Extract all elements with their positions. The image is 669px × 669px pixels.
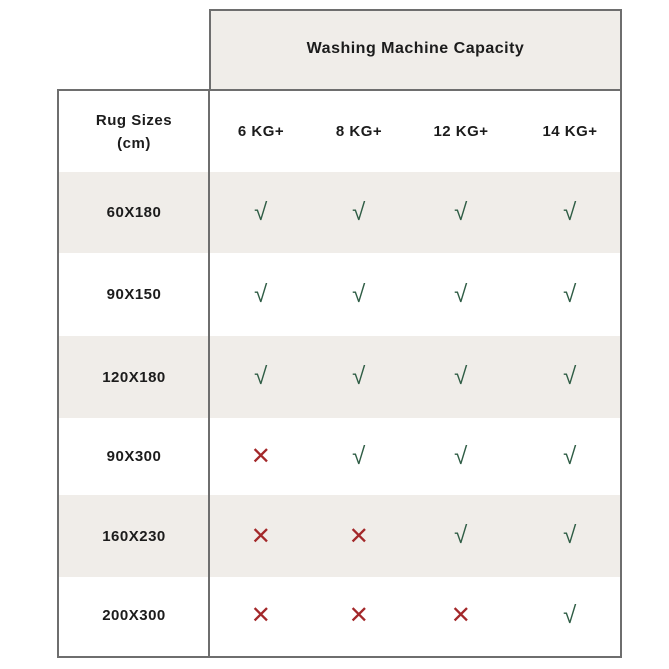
column-divider <box>208 89 210 658</box>
cross-icon: ✕ <box>250 522 272 550</box>
cross-icon: ✕ <box>450 602 472 629</box>
check-icon: √ <box>254 198 268 226</box>
check-icon: √ <box>352 363 366 390</box>
cross-icon: ✕ <box>348 522 370 550</box>
rug-size: 200X300 <box>102 607 166 624</box>
check-icon: √ <box>254 280 268 308</box>
column-header: 6 KG+ <box>237 123 285 140</box>
table-row: 200X300 ✕ ✕ ✕ √ <box>59 577 620 654</box>
check-icon: √ <box>563 363 577 390</box>
check-icon: √ <box>563 280 577 308</box>
check-icon: √ <box>352 442 366 470</box>
column-header: 12 KG+ <box>433 123 489 140</box>
check-icon: √ <box>454 442 468 470</box>
check-icon: √ <box>563 522 577 549</box>
table-row: 90X150 √ √ √ √ <box>59 253 620 336</box>
table-row: 60X180 √ √ √ √ <box>59 172 620 253</box>
check-icon: √ <box>563 442 577 470</box>
check-icon: √ <box>454 522 468 549</box>
header-box <box>209 9 622 91</box>
check-icon: √ <box>254 363 268 390</box>
rug-sizes-header: Rug Sizes (cm) <box>59 91 209 172</box>
rug-size: 90X300 <box>106 448 162 465</box>
check-icon: √ <box>454 198 468 226</box>
column-header: 14 KG+ <box>542 123 598 140</box>
cross-icon: ✕ <box>250 443 272 470</box>
table-row: 160X230 ✕ ✕ √ √ <box>59 495 620 577</box>
rug-size: 120X180 <box>102 368 166 386</box>
rug-size: 60X180 <box>106 204 162 221</box>
header-divider <box>209 89 620 91</box>
check-icon: √ <box>352 198 366 226</box>
rug-size: 160X230 <box>102 527 166 545</box>
table-row: 120X180 √ √ √ √ <box>59 336 620 418</box>
unit-label: (cm) <box>117 134 151 152</box>
check-icon: √ <box>563 198 577 226</box>
header-row: Rug Sizes (cm) 6 KG+ 8 KG+ 12 KG+ 14 KG+ <box>59 91 620 172</box>
rug-size: 90X150 <box>106 286 162 303</box>
check-icon: √ <box>454 363 468 390</box>
column-header: 8 KG+ <box>335 123 383 140</box>
rug-sizes-label: Rug Sizes <box>95 111 173 129</box>
cross-icon: ✕ <box>250 602 272 629</box>
check-icon: √ <box>454 280 468 308</box>
table-row: 90X300 ✕ √ √ √ <box>59 418 620 495</box>
check-icon: √ <box>563 601 577 629</box>
cross-icon: ✕ <box>348 602 370 629</box>
table-title: Washing Machine Capacity <box>306 40 525 57</box>
check-icon: √ <box>352 280 366 308</box>
